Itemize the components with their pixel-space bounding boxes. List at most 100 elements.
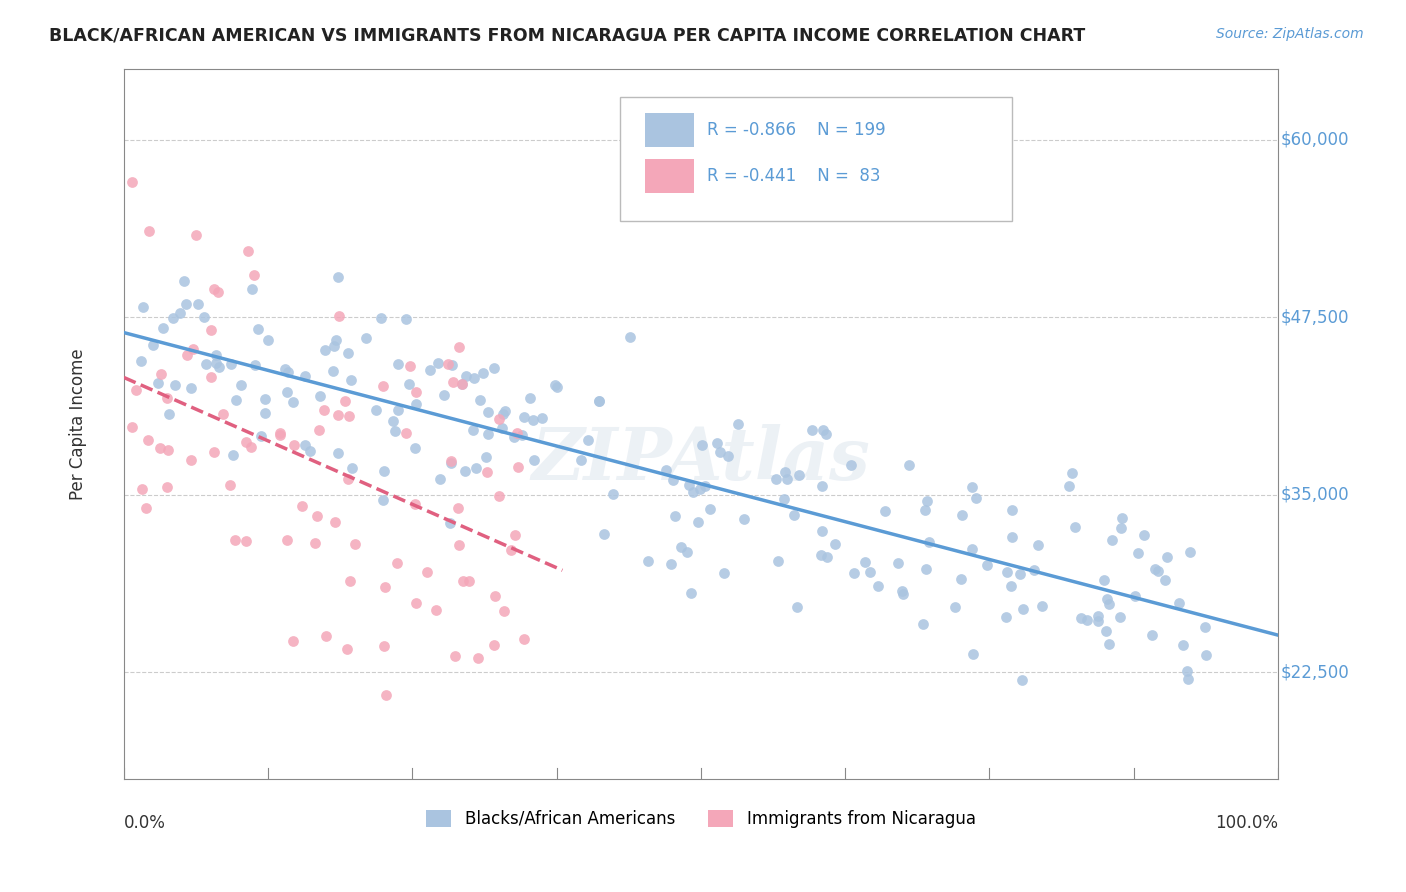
Point [323,515,346,529]
Point [131,354,153,368]
Point [965,491,987,505]
Point [208,359,231,374]
Point [787,467,810,482]
Point [664,509,686,524]
Point [187,297,209,311]
Point [853,555,876,569]
Point [688,515,710,529]
Text: Per Capita Income: Per Capita Income [69,348,87,500]
Point [305,509,328,524]
Point [1092,574,1115,588]
Point [156,480,179,494]
Point [506,426,529,441]
Text: BLACK/AFRICAN AMERICAN VS IMMIGRANTS FROM NICARAGUA PER CAPITA INCOME CORRELATIO: BLACK/AFRICAN AMERICAN VS IMMIGRANTS FRO… [49,27,1085,45]
Point [276,384,298,399]
Point [231,377,253,392]
Point [325,334,347,348]
Point [1171,638,1194,652]
Point [842,566,865,581]
Point [783,508,806,522]
Point [637,553,659,567]
Point [1143,562,1166,576]
Point [659,557,682,571]
Point [488,489,510,503]
Point [335,394,357,409]
Point [676,545,699,559]
Point [439,516,461,531]
Point [503,430,526,444]
Text: $22,500: $22,500 [1281,664,1348,681]
Point [1195,648,1218,662]
Point [1070,610,1092,624]
Text: $35,000: $35,000 [1281,486,1348,504]
Point [1125,590,1147,604]
Text: 0.0%: 0.0% [124,814,166,832]
Point [451,574,474,588]
Point [405,396,427,410]
Point [173,274,195,288]
Point [484,590,506,604]
Point [235,534,257,549]
Point [470,393,492,408]
Point [336,641,359,656]
Point [326,446,349,460]
Point [815,550,838,565]
Point [1087,609,1109,624]
Point [811,524,834,538]
Point [692,438,714,452]
Point [786,599,808,614]
Point [472,366,495,380]
Point [194,358,217,372]
Point [340,460,363,475]
Text: R = -0.866    N = 199: R = -0.866 N = 199 [707,120,886,138]
Point [661,473,683,487]
Point [152,321,174,335]
Point [343,537,366,551]
Point [395,425,418,440]
Point [387,403,409,417]
Point [454,369,477,384]
Point [960,481,983,495]
Point [224,533,246,547]
Point [243,268,266,282]
Point [1111,511,1133,525]
Point [588,394,610,409]
Point [441,375,464,389]
Point [475,450,498,464]
Point [544,378,567,392]
Point [443,648,465,663]
Point [976,558,998,572]
Text: R = -0.441    N =  83: R = -0.441 N = 83 [707,167,880,185]
Point [339,574,361,589]
Point [374,580,396,594]
Point [419,362,441,376]
Point [477,466,499,480]
Point [1076,613,1098,627]
Point [156,392,179,406]
Point [463,371,485,385]
Point [523,453,546,467]
Point [457,574,479,588]
Point [1133,527,1156,541]
Point [136,433,159,447]
Point [339,409,361,423]
Point [447,340,470,354]
Point [1177,673,1199,687]
Point [121,419,143,434]
Point [165,378,187,392]
Point [512,428,534,442]
Point [404,498,426,512]
Point [859,566,882,580]
Bar [645,159,695,193]
Point [225,393,247,408]
Point [131,482,153,496]
Point [384,424,406,438]
Point [371,378,394,392]
Point [477,405,499,419]
Point [461,423,484,437]
Point [546,380,568,394]
Point [425,603,447,617]
Point [1153,574,1175,588]
Point [239,440,262,454]
Point [522,413,544,427]
